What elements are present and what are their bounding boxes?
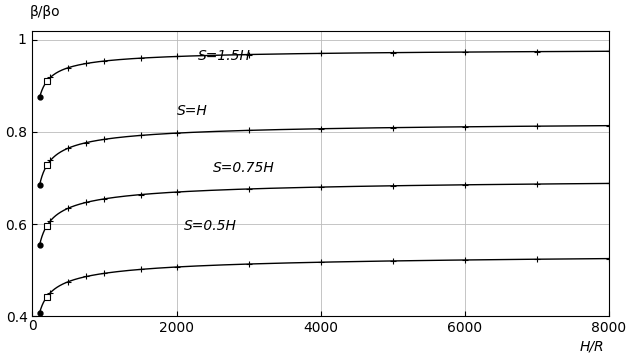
Text: S=1.5H: S=1.5H <box>198 49 251 63</box>
Text: 1: 1 <box>18 33 27 47</box>
Text: S=0.75H: S=0.75H <box>212 161 274 175</box>
X-axis label: H/R: H/R <box>580 339 604 353</box>
Text: β/βo: β/βo <box>30 5 60 19</box>
Text: S=0.5H: S=0.5H <box>184 219 236 233</box>
Text: S=H: S=H <box>176 104 207 118</box>
Text: 0: 0 <box>28 319 37 333</box>
